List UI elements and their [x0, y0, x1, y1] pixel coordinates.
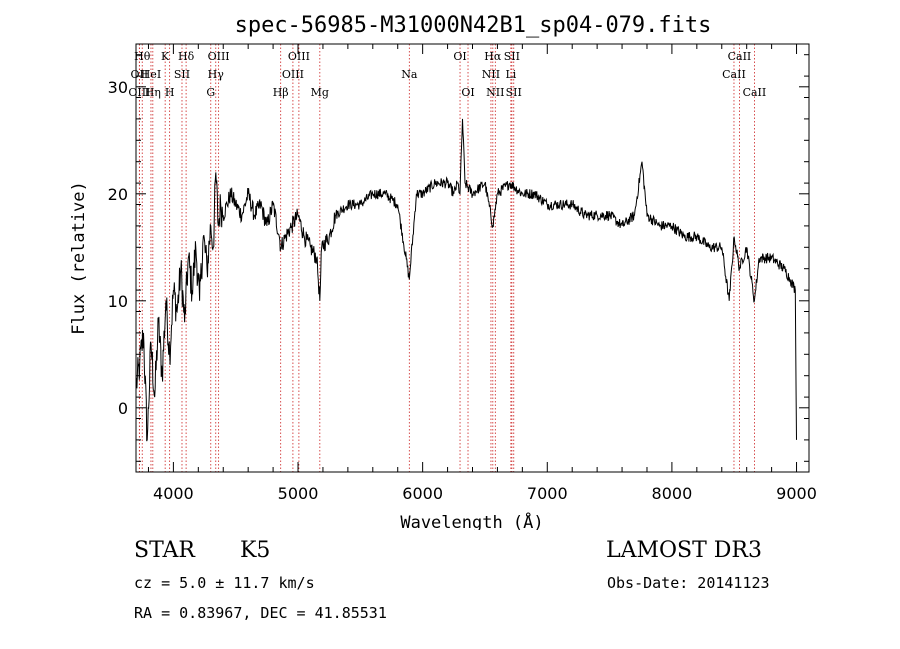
survey-name: LAMOST DR3	[606, 538, 762, 563]
x-tick-label: 6000	[402, 484, 443, 503]
line-marker-label: NII	[482, 68, 500, 81]
y-tick-label: 20	[108, 185, 128, 204]
x-axis: 4000 5000 6000 7000 8000 9000	[147, 44, 817, 503]
object-subclass: K5	[240, 538, 271, 563]
chart-title: spec-56985-M31000N42B1_sp04-079.fits	[235, 13, 712, 38]
redshift-cz: cz = 5.0 ± 11.7 km/s	[134, 574, 315, 592]
line-marker-label: Hγ	[208, 68, 225, 81]
line-markers	[138, 44, 755, 472]
line-marker-label: CaII	[728, 50, 752, 63]
line-marker-label: Na	[401, 68, 418, 81]
line-marker-label: G	[206, 86, 215, 99]
line-marker-label: OII	[131, 68, 149, 81]
line-marker-label: K	[161, 50, 170, 63]
spectrum-line	[135, 118, 797, 442]
line-marker-label: Mg	[311, 86, 329, 99]
line-marker-label: OIII	[282, 68, 304, 81]
line-marker-label: CaII	[722, 68, 746, 81]
y-tick-label: 10	[108, 292, 128, 311]
line-marker-label: OIII	[128, 86, 150, 99]
line-marker-label: SII	[504, 50, 520, 63]
ra-dec-coordinates: RA = 0.83967, DEC = 41.85531	[134, 604, 387, 622]
line-marker-label: Hθ	[134, 50, 151, 63]
x-tick-label: 9000	[776, 484, 817, 503]
x-tick-label: 4000	[153, 484, 194, 503]
line-marker-label: OI	[461, 86, 474, 99]
x-axis-label: Wavelength (Å)	[400, 511, 543, 530]
line-marker-label: CaII	[743, 86, 767, 99]
observation-date: Obs-Date: 20141123	[607, 574, 770, 592]
plot-frame	[135, 43, 810, 473]
line-marker-label: H	[165, 86, 175, 99]
line-marker-label: Hδ	[178, 50, 195, 63]
line-marker-label: Li	[505, 68, 516, 81]
x-tick-label: 5000	[278, 484, 319, 503]
x-tick-label: 7000	[527, 484, 568, 503]
line-marker-label: OIII	[288, 50, 310, 63]
line-marker-label: OIII	[208, 50, 230, 63]
line-marker-labels: Hθ OII OIII HeI Hη K H SII Hδ G Hγ OIII Hβ OIII OIII Mg…	[128, 50, 766, 99]
y-tick-label: 0	[118, 399, 128, 418]
line-marker-label: NII	[486, 86, 504, 99]
spectrum-chart: spec-56985-M31000N42B1_sp04-079.fits Hθ O…	[69, 13, 817, 530]
y-tick-label: 30	[108, 78, 128, 97]
line-marker-label: Hη	[145, 86, 161, 99]
line-marker-label: OI	[453, 50, 466, 63]
line-marker-label: SII	[174, 68, 190, 81]
x-tick-label: 8000	[652, 484, 693, 503]
y-axis: 0 10 20 30	[108, 54, 809, 462]
y-axis-label: Flux (relative)	[69, 181, 89, 335]
object-class: STAR	[134, 538, 195, 563]
line-marker-label: Hα	[484, 50, 502, 63]
line-marker-label: SII	[506, 86, 522, 99]
line-marker-label: Hβ	[273, 86, 289, 99]
line-marker-label: HeI	[141, 68, 161, 81]
